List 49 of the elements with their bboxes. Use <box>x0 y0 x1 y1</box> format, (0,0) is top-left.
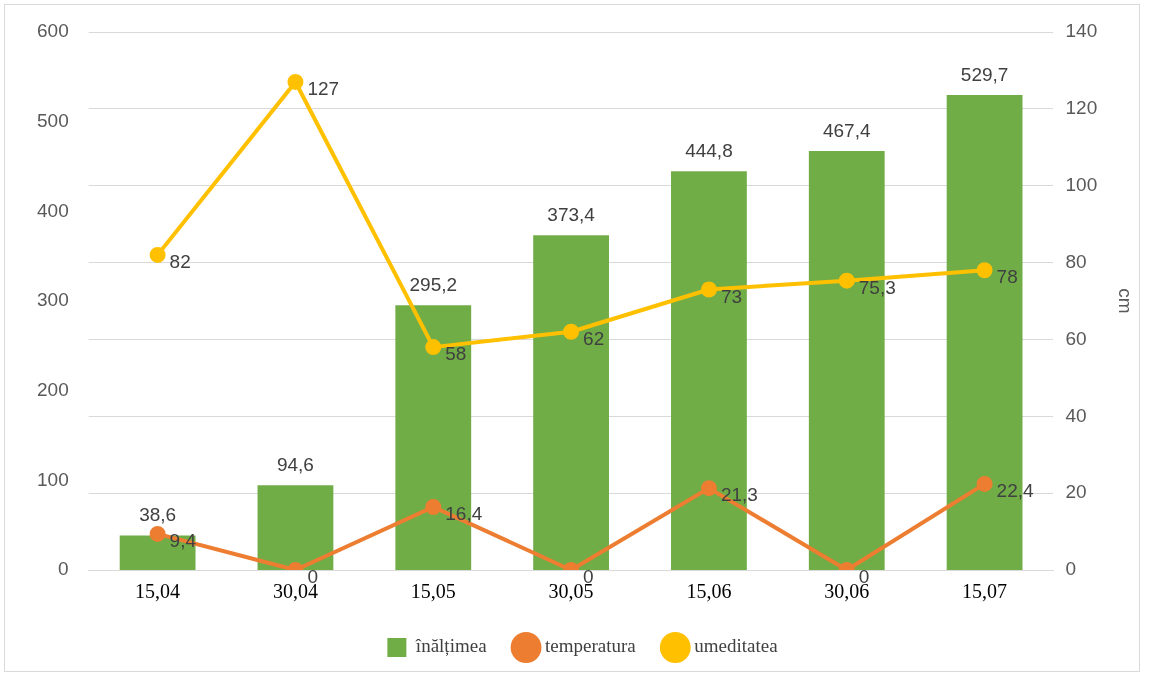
y-tick-label: 300 <box>37 289 69 311</box>
data-label: 82 <box>169 251 191 273</box>
y-tick-label: 600 <box>37 20 69 42</box>
point <box>976 262 993 279</box>
y2-tick-label: 140 <box>1065 20 1098 42</box>
y2-tick-label: 0 <box>1065 558 1077 580</box>
data-label: 78 <box>996 266 1018 288</box>
point <box>425 498 442 515</box>
y2-tick-label: 20 <box>1065 481 1087 503</box>
point <box>149 246 166 263</box>
data-label: 62 <box>583 327 605 349</box>
legend-label: umeditatea <box>694 635 779 657</box>
bar <box>533 235 609 570</box>
y2-axis-title: cm <box>1115 288 1137 314</box>
point <box>149 525 166 542</box>
y-tick-label: 100 <box>37 468 69 490</box>
point <box>838 272 855 289</box>
point <box>425 339 442 356</box>
y-tick-label: 500 <box>37 109 69 131</box>
y-tick-label: 0 <box>58 558 69 580</box>
data-label: 529,7 <box>960 63 1009 85</box>
y-tick-label: 400 <box>37 199 69 221</box>
y2-tick-label: 60 <box>1065 327 1087 349</box>
legend-label: temperatura <box>545 635 637 657</box>
data-label: 467,4 <box>822 119 871 141</box>
data-label: 94,6 <box>276 453 314 475</box>
data-label: 373,4 <box>547 203 596 225</box>
bar <box>257 485 334 570</box>
point <box>700 281 717 298</box>
point <box>976 475 993 492</box>
y2-tick-label: 120 <box>1065 97 1098 119</box>
x-tick-label: 15,07 <box>962 580 1008 603</box>
data-label: 444,8 <box>685 139 733 161</box>
y2-tick-label: 40 <box>1065 404 1087 426</box>
x-tick-label: 15,05 <box>410 580 456 603</box>
legend-label: înălțimea <box>414 635 488 657</box>
data-label: 73 <box>720 285 743 307</box>
point <box>700 480 717 497</box>
y-tick-label: 200 <box>37 378 69 400</box>
y2-tick-label: 100 <box>1065 173 1098 195</box>
data-label: 38,6 <box>139 504 177 526</box>
x-tick-label: 15,06 <box>686 580 732 603</box>
data-label: 127 <box>307 78 340 100</box>
point <box>563 323 580 340</box>
data-label: 58 <box>445 343 467 365</box>
y2-tick-label: 80 <box>1065 250 1087 272</box>
x-tick-label: 15,04 <box>135 580 181 603</box>
point <box>287 73 304 90</box>
data-label: 295,2 <box>409 274 458 296</box>
